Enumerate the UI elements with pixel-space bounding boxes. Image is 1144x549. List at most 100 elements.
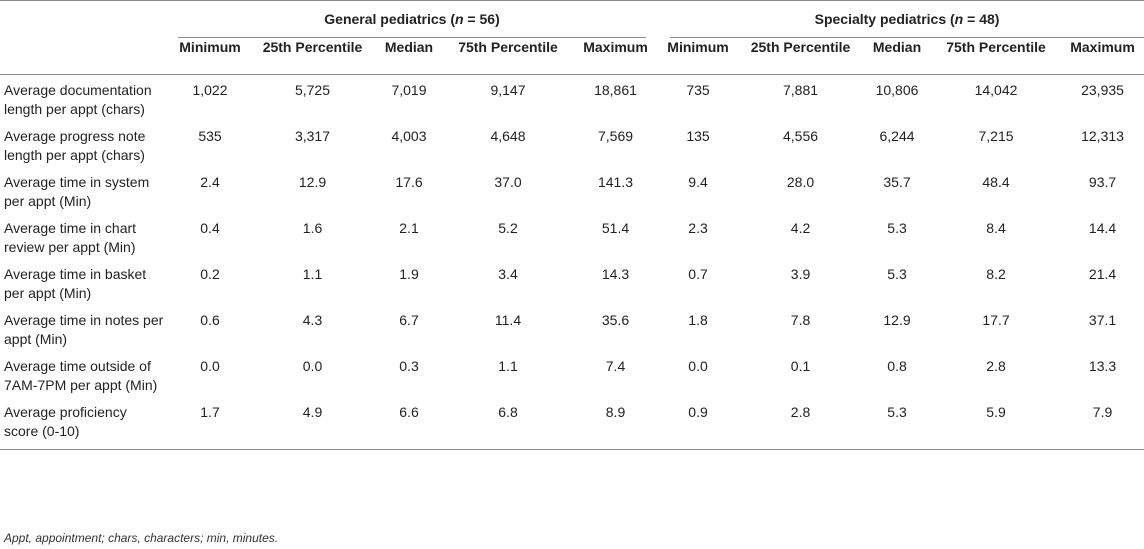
- cell-specialty-1: 7.8: [790, 312, 811, 328]
- cell-specialty-0: 1.8: [688, 312, 708, 328]
- column-header-general-1: 25th Percentile: [250, 38, 375, 75]
- cell-general-3: 37.0: [494, 174, 522, 190]
- table-row: Average time in notes per appt (Min) 0.6 4…: [0, 307, 1144, 353]
- cell-specialty-2: 10,806: [875, 82, 919, 98]
- cell-general-0: 0.4: [200, 220, 220, 236]
- cell-general-1: 3,317: [294, 128, 331, 144]
- cell-general-0: 535: [198, 128, 222, 144]
- cell-general-4: 35.6: [601, 312, 630, 328]
- cell-general-2: 2.1: [399, 220, 419, 236]
- table-row: Average progress note length per appt (c…: [0, 123, 1144, 169]
- group-general-suffix: = 56): [463, 11, 500, 27]
- cell-specialty-3: 5.9: [931, 399, 1062, 450]
- cell-specialty-2: 0.8: [887, 358, 907, 374]
- row-label: Average progress note length per appt (c…: [4, 128, 146, 163]
- cell-specialty-4: 37.1: [1088, 312, 1117, 328]
- cell-general-3: 1.1: [498, 358, 518, 374]
- empty-corner: [0, 0, 170, 38]
- cell-specialty-3: 8.4: [986, 220, 1006, 236]
- cell-specialty-1: 4,556: [782, 128, 819, 144]
- table-body: Average documentation length per appt (c…: [0, 75, 1144, 450]
- cell-specialty-0: 0.0: [688, 358, 708, 374]
- cell-specialty-1: 28.0: [786, 174, 815, 190]
- cell-general-0: 0.6: [200, 312, 220, 328]
- cell-specialty-4: 93.7: [1088, 174, 1117, 190]
- cell-general-4: 51.4: [601, 220, 630, 236]
- column-header-label: [0, 38, 170, 75]
- group-general-prefix: General pediatrics (: [324, 11, 455, 27]
- cell-specialty-2: 6,244: [879, 128, 915, 144]
- cell-specialty-4: 7.9: [1061, 399, 1144, 450]
- column-header-specialty-3: 75th Percentile: [931, 38, 1062, 75]
- table-row: Average proficiency score (0-10) 1.7 4.9 6.…: [0, 399, 1144, 450]
- cell-general-4: 14.3: [601, 266, 630, 282]
- cell-specialty-2: 35.7: [883, 174, 911, 190]
- cell-general-1: 4.3: [302, 312, 323, 328]
- table-row: Average time in system per appt (Min) 2.4…: [0, 169, 1144, 215]
- cell-specialty-3: 7,215: [978, 128, 1014, 144]
- cell-general-1: 1.6: [302, 220, 323, 236]
- data-table: General pediatrics (n = 56) Specialty pe…: [0, 0, 1144, 450]
- cell-general-2: 0.3: [399, 358, 419, 374]
- cell-general-0: 0.0: [200, 358, 220, 374]
- group-general-n: n: [454, 11, 464, 27]
- column-header-general-3: 75th Percentile: [443, 38, 573, 75]
- cell-specialty-0: 9.4: [688, 174, 708, 190]
- cell-general-4: 141.3: [597, 174, 634, 190]
- cell-specialty-0: 135: [686, 128, 710, 144]
- cell-general-1: 5,725: [294, 82, 331, 98]
- cell-specialty-4: 13.3: [1088, 358, 1117, 374]
- cell-general-4: 7,569: [597, 128, 634, 144]
- column-header-specialty-4: Maximum: [1061, 38, 1144, 75]
- cell-general-2: 1.9: [399, 266, 419, 282]
- cell-specialty-1: 7,881: [782, 82, 819, 98]
- row-label: Average time in chart review per appt (M…: [4, 220, 137, 255]
- cell-general-0: 1,022: [192, 82, 228, 98]
- group-header-row: General pediatrics (n = 56) Specialty pe…: [0, 0, 1144, 38]
- group-specialty-underline: Specialty pediatrics (n = 48): [670, 1, 1144, 38]
- cell-specialty-0: 0.7: [688, 266, 708, 282]
- cell-general-3: 4,648: [490, 128, 526, 144]
- column-header-row: Minimum 25th Percentile Median 75th Percent…: [0, 38, 1144, 75]
- cell-general-3: 11.4: [494, 312, 522, 328]
- cell-general-2: 4,003: [391, 128, 427, 144]
- cell-general-1: 4.9: [250, 399, 375, 450]
- row-label: Average proficiency score (0-10): [0, 399, 170, 450]
- column-header-specialty-2: Median: [863, 38, 932, 75]
- cell-specialty-1: 3.9: [790, 266, 811, 282]
- row-label: Average time outside of 7AM-7PM per appt…: [4, 358, 158, 393]
- table-row: Average time in chart review per appt (M…: [0, 215, 1144, 261]
- cell-specialty-3: 48.4: [982, 174, 1010, 190]
- cell-general-0: 2.4: [200, 174, 220, 190]
- cell-general-1: 0.0: [302, 358, 323, 374]
- cell-specialty-2: 5.3: [863, 399, 932, 450]
- column-header-general-0: Minimum: [170, 38, 250, 75]
- cell-general-2: 7,019: [391, 82, 427, 98]
- cell-specialty-4: 12,313: [1081, 128, 1124, 144]
- cell-general-3: 5.2: [498, 220, 518, 236]
- cell-general-3: 3.4: [498, 266, 518, 282]
- column-header-general-2: Median: [375, 38, 443, 75]
- cell-specialty-3: 14,042: [974, 82, 1018, 98]
- group-specialty-n: n: [954, 11, 964, 27]
- cell-specialty-4: 21.4: [1088, 266, 1117, 282]
- cell-specialty-3: 8.2: [986, 266, 1006, 282]
- cell-specialty-2: 12.9: [883, 312, 911, 328]
- cell-specialty-1: 0.1: [790, 358, 811, 374]
- group-specialty-suffix: = 48): [963, 11, 1000, 27]
- column-header-general-4: Maximum: [573, 38, 659, 75]
- cell-specialty-1: 4.2: [790, 220, 811, 236]
- cell-general-2: 17.6: [395, 174, 423, 190]
- group-specialty-prefix: Specialty pediatrics (: [814, 11, 955, 27]
- cell-general-1: 1.1: [302, 266, 323, 282]
- cell-general-4: 8.9: [573, 399, 659, 450]
- group-specialty-header: Specialty pediatrics (n = 48): [658, 0, 1144, 38]
- cell-general-1: 12.9: [298, 174, 327, 190]
- cell-specialty-3: 17.7: [982, 312, 1010, 328]
- cell-general-2: 6.6: [375, 399, 443, 450]
- cell-general-4: 7.4: [605, 358, 626, 374]
- cell-specialty-0: 735: [686, 82, 710, 98]
- table-row: Average documentation length per appt (c…: [0, 75, 1144, 124]
- table-row: Average time outside of 7AM-7PM per appt…: [0, 353, 1144, 399]
